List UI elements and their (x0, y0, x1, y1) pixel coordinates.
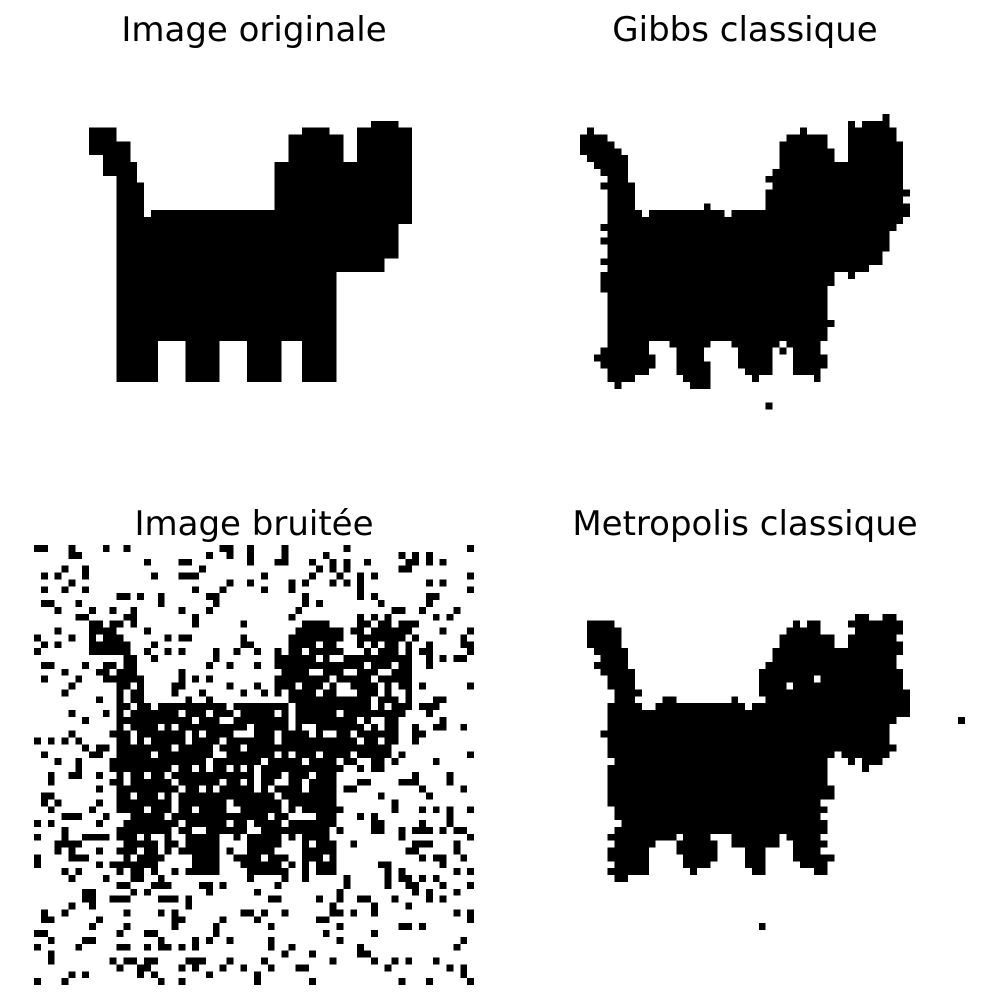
metropolis-result-image (525, 545, 965, 985)
noisy-image (34, 545, 474, 985)
panel-title-gibbs: Gibbs classique (612, 10, 878, 50)
original-image (34, 52, 474, 492)
panel-title-metropolis: Metropolis classique (572, 504, 918, 544)
gibbs-result-image (525, 52, 965, 492)
panel-title-original: Image originale (121, 10, 387, 50)
panel-title-noisy: Image bruitée (134, 504, 374, 544)
